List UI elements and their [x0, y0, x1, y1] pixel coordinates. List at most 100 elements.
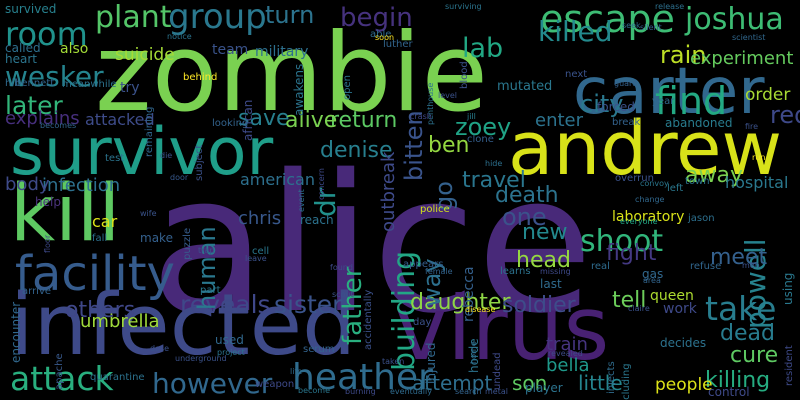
word-using: using [781, 272, 795, 305]
word-accidentally: accidentally [363, 289, 374, 350]
word-die: die [160, 151, 173, 160]
word-try: try [120, 80, 140, 96]
word-heather: heather [292, 357, 433, 398]
word-little: little [578, 371, 623, 395]
word-scout: scout [332, 290, 354, 299]
word-change: change [635, 195, 665, 204]
word-joshua: joshua [685, 2, 784, 37]
word-shoot: shoot [580, 224, 664, 259]
word-year: year [652, 96, 675, 107]
word-city: city [580, 90, 624, 118]
word-infection: infection [42, 175, 121, 196]
word-hospital: hospital [725, 173, 789, 192]
word-carter: carter [573, 55, 765, 129]
word-denise: denise [320, 138, 393, 163]
word-explains: explains [5, 108, 80, 129]
word-return: return [330, 108, 398, 133]
word-clone: clone [467, 134, 494, 145]
word-abandoned: abandoned [665, 116, 733, 130]
word-plant: plant [95, 0, 172, 35]
word-open: open [342, 75, 353, 101]
word-scientist: scientist [732, 33, 766, 42]
word-encounter: encounter [9, 301, 23, 363]
word-daughter: daughter [410, 290, 511, 315]
word-blood: blood [459, 61, 470, 89]
word-taken: taken [382, 357, 405, 366]
word-order: order [745, 85, 791, 105]
word-floor: floor [43, 235, 52, 254]
word-new: new [522, 220, 568, 245]
word-quarantine: quarantine [90, 372, 145, 383]
word-burning: burning [345, 387, 376, 396]
word-experiment: experiment [690, 48, 794, 69]
word-hill: hill [5, 78, 20, 89]
word-fire: fire [745, 122, 759, 131]
word-others: others [65, 298, 136, 323]
word-train: train [546, 334, 588, 355]
word-american: american [240, 170, 315, 189]
word-revealed: revealed [548, 349, 583, 358]
word-escape: escape [540, 0, 675, 41]
word-police: police [420, 204, 450, 215]
word-heart: heart [5, 52, 37, 66]
word-jason: jason [688, 213, 715, 224]
word-rain: rain [660, 41, 707, 69]
word-red: red [770, 101, 800, 129]
word-event: event [297, 189, 306, 213]
word-group: group [168, 0, 267, 37]
word-eventually: eventually [390, 387, 432, 396]
word-dead: dead [720, 321, 775, 346]
word-begin: begin [340, 3, 413, 33]
word-life: life [290, 367, 303, 376]
word-trap: trap [198, 246, 215, 255]
word-day: day [413, 317, 432, 328]
word-mutated: mutated [497, 79, 553, 94]
word-virus: virus [395, 277, 610, 380]
word-disease: disease [465, 305, 496, 314]
word-attacked: attacked [85, 110, 155, 129]
word-alice: alice [150, 134, 594, 355]
word-found: found [330, 263, 353, 272]
word-umbrella: umbrella [80, 311, 160, 332]
word-bella: bella [546, 355, 590, 376]
word-one: one [502, 203, 547, 231]
word-concern: concern [317, 168, 326, 201]
word-military: military [255, 44, 309, 60]
word-cell: cell [252, 246, 270, 257]
word-help: help [35, 195, 61, 209]
word-release: release [655, 2, 685, 11]
word-learns: learns [500, 266, 531, 277]
word-door: door [170, 173, 189, 182]
word-break: break [612, 117, 641, 128]
word-subject: subject [194, 144, 205, 181]
word-meanwhile: meanwhile [62, 79, 117, 90]
word-used: used [215, 333, 244, 347]
word-chris: chris [238, 208, 282, 229]
word-dose: dose [150, 344, 170, 353]
word-killing: killing [705, 368, 771, 393]
word-killed: killed [538, 15, 613, 48]
word-wife: wife [140, 209, 157, 218]
word-appears: appears [403, 259, 444, 270]
word-meet: meet [710, 245, 768, 270]
word-horde: horde [467, 338, 481, 373]
word-infected: infected [10, 276, 357, 375]
word-female: female [425, 267, 453, 276]
word-find: find [655, 79, 728, 123]
word-able: able [370, 29, 392, 40]
word-last: last [540, 277, 562, 291]
word-seek: seek [622, 21, 641, 30]
word-kill: kill [10, 169, 121, 259]
word-soldier: soldier [502, 293, 576, 318]
word-queen: queen [650, 288, 694, 304]
word-son: son [512, 371, 548, 395]
word-death: death [495, 183, 559, 208]
word-zoey: zoey [455, 113, 512, 141]
word-next: next [565, 69, 588, 80]
word-hide: hide [485, 159, 503, 168]
word-outbreak: outbreak [378, 151, 399, 232]
word-alive: alive [285, 108, 338, 133]
word-remaining: remaining [144, 106, 155, 158]
word-left: left [667, 183, 684, 194]
word-awakens: awakens [292, 63, 306, 116]
